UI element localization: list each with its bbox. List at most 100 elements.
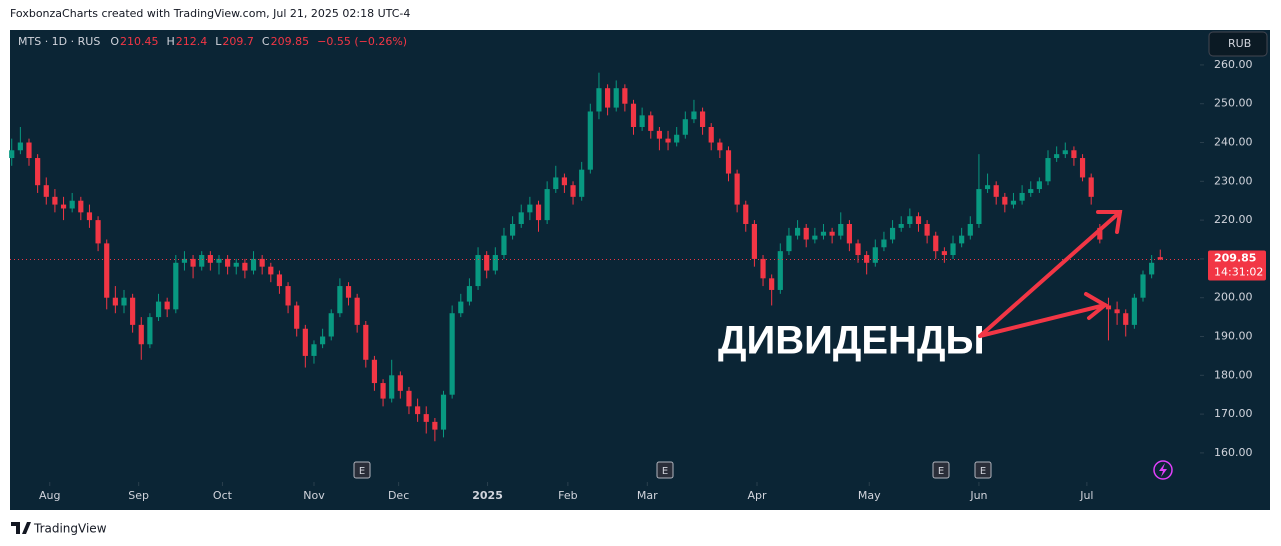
candle-body	[363, 324, 369, 360]
candle-body	[838, 223, 844, 236]
lightning	[1159, 463, 1167, 477]
candle-body	[803, 227, 809, 240]
chart-panel	[10, 30, 1270, 510]
legend-label: L	[215, 35, 222, 48]
candle-body	[743, 204, 749, 224]
x-tick-label: Nov	[303, 489, 325, 502]
x-tick-label: Mar	[637, 489, 658, 502]
legend-label: H	[167, 35, 175, 48]
y-tick-label: 260.00	[1214, 58, 1253, 71]
candle-body	[207, 255, 213, 263]
ohlc-legend: O 210.45 H 212.4 L 209.7 C 209.85 −0.55 (−0.26%)	[110, 35, 407, 48]
candle-body	[630, 103, 637, 127]
candle-body	[9, 150, 15, 159]
y-tick-label: 200.00	[1214, 291, 1253, 304]
candle-body	[622, 88, 628, 104]
candle-body	[423, 414, 429, 422]
candle-body	[812, 235, 818, 240]
plot	[9, 64, 1204, 486]
candle-body	[130, 297, 136, 325]
candle-body	[155, 301, 162, 318]
candle-body	[510, 223, 516, 236]
candle-body	[371, 359, 378, 384]
candle-body	[26, 142, 32, 159]
candle-body	[941, 251, 947, 256]
candle-body	[769, 278, 775, 290]
candle-body	[924, 223, 930, 236]
candle-body	[1123, 313, 1129, 325]
candle-body	[52, 196, 58, 205]
candle-body	[121, 297, 127, 306]
event-box	[353, 461, 371, 479]
candle-body	[691, 111, 697, 120]
x-tick-label: Feb	[558, 489, 577, 502]
candle-body	[976, 189, 982, 224]
candle-body	[242, 262, 248, 271]
y-tick-label: 160.00	[1214, 446, 1253, 459]
x-tick-label: Sep	[128, 489, 149, 502]
candle-body	[881, 239, 887, 248]
candle-body	[432, 421, 438, 430]
candle-body	[1071, 150, 1077, 159]
candle-body	[337, 286, 343, 314]
event-box	[932, 461, 950, 479]
candle-body	[889, 227, 896, 240]
candle-body	[820, 231, 827, 236]
currency[interactable]: RUB	[1228, 37, 1251, 50]
candle-body	[777, 251, 783, 290]
event-label: E	[662, 466, 668, 477]
candle-body	[950, 243, 956, 256]
candle-body	[492, 255, 498, 271]
candle-body	[1036, 181, 1042, 190]
candle-body	[535, 204, 542, 221]
candle-body	[561, 177, 568, 186]
candle-body	[734, 173, 740, 205]
candle-body	[17, 142, 23, 151]
event-label: E	[980, 466, 986, 477]
price-label-box	[1208, 250, 1266, 281]
legend-value: 210.45	[120, 35, 159, 48]
candle-body	[605, 88, 611, 108]
candle-body	[967, 223, 973, 236]
arrows	[978, 210, 1123, 338]
symbol: MTS · 1D · RUS	[18, 35, 100, 48]
annotation: ДИВИДЕНДЫ	[718, 319, 985, 363]
candle-body	[1105, 305, 1112, 310]
candle-body	[225, 258, 231, 267]
candle-body	[345, 286, 352, 298]
logo	[11, 522, 31, 534]
candle-body	[268, 266, 274, 275]
candle-body	[717, 142, 723, 151]
candle-body	[959, 235, 965, 244]
candle-body	[786, 235, 792, 252]
x-tick-label: May	[858, 489, 881, 502]
candle-body	[1149, 262, 1155, 275]
candle-body	[1045, 158, 1051, 182]
candle-body	[596, 88, 602, 112]
candle-body	[682, 119, 688, 135]
candle-body	[760, 258, 766, 279]
candle-body	[579, 169, 585, 197]
candle-body	[665, 138, 671, 143]
candle-body	[1062, 150, 1068, 155]
candle-body	[285, 286, 291, 306]
candle-body	[1097, 227, 1103, 240]
candle-body	[276, 274, 283, 287]
candle-body	[233, 262, 239, 267]
currency-box[interactable]	[1208, 31, 1268, 57]
dividend-icon[interactable]	[1153, 460, 1173, 480]
candle-body	[302, 328, 308, 356]
candle-body	[993, 185, 999, 197]
candle-body	[1157, 257, 1163, 260]
countdown: 14:31:02	[1214, 265, 1263, 278]
candle-body	[1010, 200, 1017, 205]
candle-body	[216, 258, 222, 263]
candle-body	[181, 258, 188, 263]
candle-body	[138, 324, 144, 345]
candle-body	[311, 344, 317, 356]
candle-body	[855, 243, 861, 256]
candle-body	[475, 255, 481, 287]
candle-body	[380, 383, 386, 399]
candle-body	[933, 235, 939, 252]
